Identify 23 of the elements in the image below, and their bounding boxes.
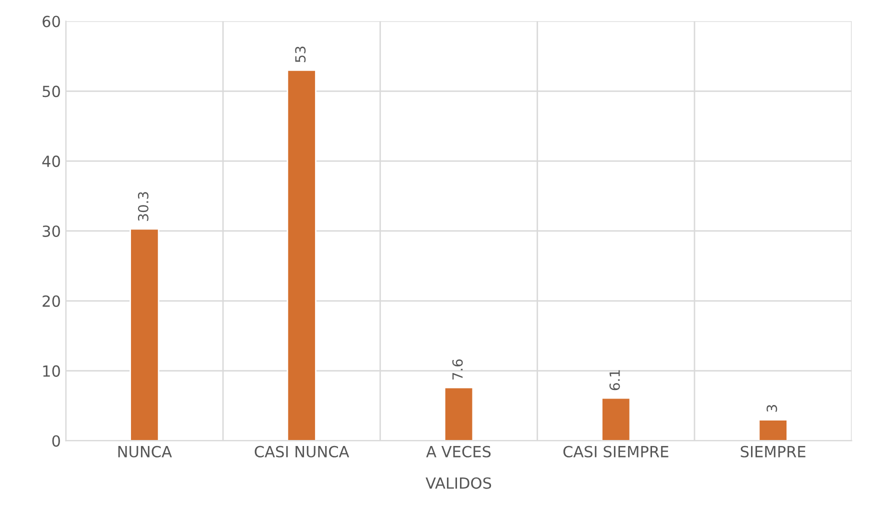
y-tick-label: 60	[42, 16, 60, 28]
data-label: 3	[766, 405, 778, 412]
bar	[601, 397, 631, 441]
x-axis-title: VALIDOS	[426, 477, 492, 489]
y-tick-label: 40	[42, 156, 60, 168]
x-tick-label: CASI SIEMPRE	[563, 446, 668, 458]
bar	[758, 419, 788, 441]
data-label: 7.6	[452, 359, 463, 380]
data-label: 53	[295, 46, 306, 62]
y-tick-label: 0	[52, 435, 60, 447]
bar	[130, 228, 160, 441]
x-tick-label: A VECES	[426, 446, 491, 458]
x-tick-label: NUNCA	[118, 446, 172, 458]
x-tick-label: SIEMPRE	[740, 446, 806, 458]
y-tick-label: 30	[42, 225, 60, 238]
bar	[444, 386, 474, 441]
y-tick-label: 20	[42, 295, 60, 307]
y-tick-label: 10	[43, 365, 60, 377]
y-tick-label: 50	[42, 86, 60, 98]
bar	[286, 69, 316, 441]
data-label: 6.1	[609, 370, 620, 390]
x-tick-label: CASI NUNCA	[254, 446, 350, 458]
data-label: 30.3	[138, 192, 148, 221]
